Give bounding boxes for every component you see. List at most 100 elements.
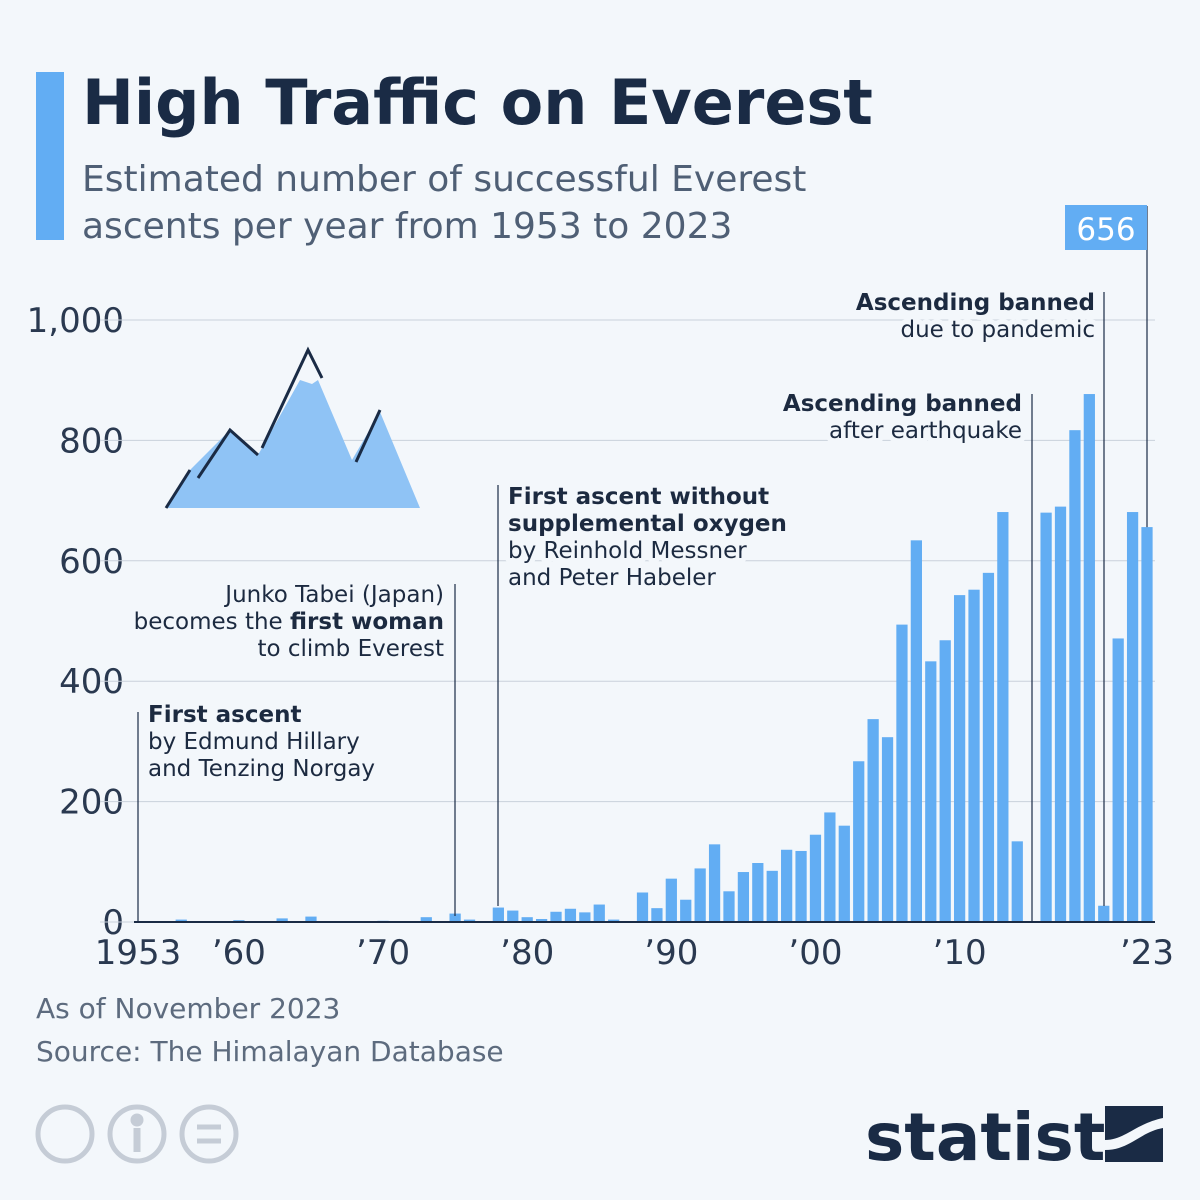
bar	[636, 892, 649, 922]
y-tick-label: 200	[59, 783, 124, 823]
annotation-line: First ascent	[148, 702, 301, 728]
bar	[766, 870, 778, 922]
annotation-text: after earthquake	[829, 418, 1022, 444]
annotation-text: to climb Everest	[257, 636, 444, 662]
bar	[463, 919, 476, 922]
annotation-text: Junko Tabei (Japan)	[223, 582, 444, 608]
bar	[968, 589, 980, 922]
annotation-text: first woman	[290, 609, 444, 635]
annotation-text: and Tenzing Norgay	[148, 756, 375, 782]
annotation-line: Junko Tabei (Japan)	[223, 582, 444, 608]
subtitle: Estimated number of successful Everest	[82, 159, 806, 200]
bar	[1141, 527, 1153, 922]
x-tick-label: ’60	[212, 933, 266, 973]
bar	[1011, 841, 1023, 922]
bar	[896, 624, 908, 922]
bar	[521, 917, 533, 922]
x-tick-label: ’80	[500, 933, 554, 973]
annotation-text: becomes the	[134, 609, 290, 635]
bar	[781, 849, 793, 922]
x-tick-label: ’70	[356, 933, 410, 973]
bar	[449, 913, 461, 922]
bar	[752, 863, 764, 922]
x-tick-label: ’90	[644, 933, 698, 973]
mountain-icon	[164, 346, 420, 509]
annotation-line: to climb Everest	[257, 636, 444, 662]
bar	[579, 912, 591, 922]
bar	[651, 908, 663, 922]
annotation-text: First ascent without	[508, 484, 769, 510]
bar	[838, 825, 850, 922]
bar	[1126, 512, 1139, 922]
annotation-line: due to pandemic	[900, 317, 1095, 343]
annotation-line: becomes the first woman	[134, 609, 444, 635]
value-label: 656	[1076, 212, 1135, 248]
bar	[1069, 430, 1081, 922]
y-tick-label: 600	[59, 542, 124, 582]
brand: statista	[865, 1099, 1150, 1176]
y-tick-label: 1,000	[27, 301, 124, 341]
bar	[853, 761, 865, 922]
y-tick-label: 0	[102, 903, 124, 943]
annotation-line: and Peter Habeler	[508, 565, 716, 591]
annotation-text: Ascending banned	[783, 391, 1022, 417]
bar	[564, 908, 577, 922]
annotation-line: Ascending banned	[783, 391, 1022, 417]
bar	[824, 812, 836, 922]
annotation-line: supplemental oxygen	[508, 511, 787, 537]
annotation-line: Ascending banned	[856, 290, 1095, 316]
bar	[535, 918, 548, 922]
bar	[809, 834, 822, 922]
bar	[953, 595, 966, 922]
bar	[1054, 506, 1067, 922]
annotation-text: First ascent	[148, 702, 301, 728]
bar	[881, 737, 894, 922]
bar	[608, 919, 620, 922]
bar	[982, 572, 995, 922]
bar	[925, 661, 937, 922]
bar	[1112, 638, 1124, 922]
annotation-line: First ascent without	[508, 484, 769, 510]
annotation-line: by Edmund Hillary	[148, 729, 360, 755]
annotation-text: by Edmund Hillary	[148, 729, 360, 755]
annotation-text: Ascending banned	[856, 290, 1095, 316]
x-tick-label: ’23	[1120, 933, 1174, 973]
x-tick-label: ’10	[933, 933, 987, 973]
annotation-line: by Reinhold Messner	[508, 538, 747, 564]
bar	[723, 891, 735, 922]
bar	[550, 911, 562, 922]
bar	[694, 868, 706, 922]
bar	[175, 919, 187, 922]
bar	[867, 719, 879, 922]
x-tick-label: ’00	[788, 933, 842, 973]
bar	[665, 878, 677, 922]
brand-logo	[1105, 1106, 1163, 1162]
y-tick-label: 400	[59, 662, 124, 702]
note: As of November 2023	[36, 992, 340, 1025]
subtitle: ascents per year from 1953 to 2023	[82, 206, 732, 247]
annotation-line: and Tenzing Norgay	[148, 756, 375, 782]
bar	[276, 918, 288, 922]
bar	[708, 844, 721, 922]
chart-title: High Traffic on Everest	[82, 66, 873, 139]
bar	[420, 917, 432, 922]
bar	[1040, 512, 1052, 922]
bar	[593, 904, 605, 922]
y-tick-label: 800	[59, 421, 124, 461]
bar	[492, 907, 504, 922]
bar	[910, 540, 922, 922]
bar	[795, 850, 807, 922]
bar	[305, 916, 317, 922]
bar	[737, 872, 750, 922]
x-tick-label: 1953	[95, 933, 182, 973]
value-label-box	[1065, 205, 1147, 250]
annotation-text: and Peter Habeler	[508, 565, 716, 591]
bar	[507, 910, 519, 922]
license-icons	[35, 1104, 239, 1164]
annotation-text: due to pandemic	[900, 317, 1095, 343]
annotation-text: by Reinhold Messner	[508, 538, 747, 564]
bar	[1083, 394, 1095, 922]
bar	[1098, 905, 1110, 922]
